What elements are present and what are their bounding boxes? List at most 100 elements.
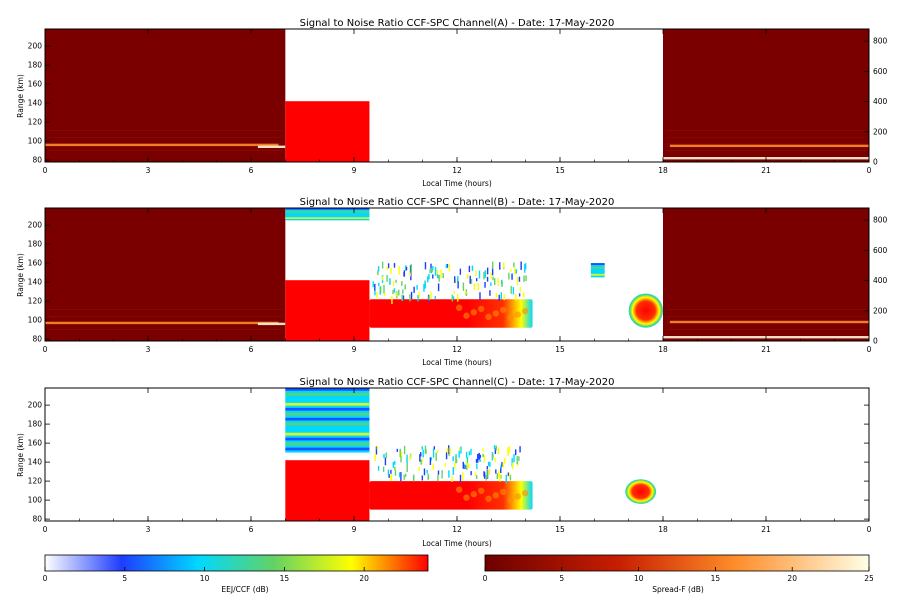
- ccf-echo: [384, 457, 387, 466]
- ccf-echo: [495, 445, 497, 451]
- ccf-echo: [491, 453, 494, 459]
- ccf-band: [369, 481, 533, 510]
- ccf-echo: [457, 281, 459, 289]
- ccf-echo: [484, 270, 487, 278]
- ccf-echo: [465, 459, 468, 466]
- ccf-echo: [477, 283, 479, 291]
- y-tick-label: 180: [28, 61, 43, 70]
- ccf-echo: [452, 296, 455, 300]
- ccf-echo: [401, 281, 403, 286]
- x-tick-label: 0: [867, 166, 872, 175]
- ccf-echo: [413, 474, 415, 482]
- ccf-echo: [468, 265, 471, 273]
- ccf-echo: [392, 461, 395, 468]
- ccf-echo: [510, 286, 512, 294]
- ccf-echo: [508, 473, 511, 478]
- ccf-echo: [393, 288, 396, 293]
- ccf-echo: [385, 452, 387, 459]
- x-tick-label: 0: [43, 525, 48, 534]
- ccf-band-spot: [507, 314, 514, 322]
- spread-f-block: [45, 208, 286, 341]
- ccf-echo: [524, 263, 526, 273]
- ccf-echo: [431, 268, 433, 273]
- ccf-echo: [507, 447, 509, 456]
- ccf-echo: [396, 448, 399, 452]
- ccf-echo: [432, 448, 435, 458]
- ccf-stripe: [285, 388, 370, 391]
- ccf-echo: [409, 454, 411, 461]
- ccf-echo: [429, 268, 431, 273]
- ccf-echo: [452, 456, 454, 462]
- ccf-echo: [479, 458, 481, 463]
- ccf-echo: [394, 466, 396, 471]
- ccf-echo: [400, 472, 402, 482]
- x-tick-label: 12: [452, 166, 462, 175]
- ccf-echo: [466, 273, 469, 279]
- ccf-echo: [403, 445, 406, 455]
- ccf-echo: [427, 276, 429, 283]
- ccf-stripe: [285, 447, 370, 451]
- ccf-echo: [413, 286, 415, 293]
- y-tick-label: 200: [28, 42, 43, 51]
- ccf-echo: [520, 261, 522, 270]
- ccf-band-spot: [521, 489, 529, 497]
- ccf-echo: [458, 450, 460, 458]
- ccf-echo: [497, 277, 499, 287]
- right-tick-label: 600: [873, 246, 888, 255]
- panel-a-ylabel: Range (km): [16, 74, 25, 118]
- ccf-echo: [406, 454, 408, 464]
- ccf-echo: [487, 461, 490, 467]
- ccf-echo: [394, 460, 396, 465]
- ccf-echo: [426, 469, 428, 474]
- ccf-echo: [489, 290, 491, 296]
- ccf-echo: [400, 453, 402, 463]
- ccf-echo: [435, 452, 437, 461]
- ccf-echo: [471, 265, 474, 271]
- ccf-echo: [519, 286, 522, 292]
- ccf-echo: [475, 474, 478, 480]
- right-tick-label: 800: [873, 216, 888, 225]
- ccf-echo: [516, 456, 518, 465]
- ccf-echo: [492, 276, 494, 281]
- ccf-echo: [485, 474, 487, 481]
- ccf-echo: [390, 473, 393, 480]
- ccf-echo: [476, 463, 478, 470]
- ccf-echo: [437, 283, 440, 292]
- ccf-echo: [501, 281, 503, 287]
- ccf-echo: [470, 471, 472, 476]
- ccf-echo: [514, 449, 517, 456]
- ccf-echo: [513, 262, 515, 268]
- x-tick-label: 21: [761, 345, 771, 354]
- right-tick-label: 0: [873, 337, 878, 346]
- ccf-echo: [448, 445, 450, 454]
- right-tick-label: 400: [873, 97, 888, 106]
- ccf-echo: [410, 264, 412, 273]
- spread-f-layer: [257, 322, 286, 326]
- x-tick-label: 6: [249, 525, 254, 534]
- ccf-region: [285, 460, 370, 521]
- ccf-echo: [403, 474, 405, 480]
- y-tick-label: 80: [32, 335, 42, 344]
- right-tick-label: 800: [873, 37, 888, 46]
- ccf-echo: [395, 292, 397, 297]
- ccf-echo: [495, 469, 497, 474]
- ccf-echo: [402, 289, 404, 294]
- ccf-echo: [434, 266, 437, 276]
- ccf-echo: [383, 453, 385, 459]
- spread-f-layer: [669, 144, 869, 148]
- ccf-echo: [420, 459, 422, 465]
- ccf-echo: [418, 291, 421, 298]
- colorbar-ccf: 0 5 10 15 20 EEJ/CCF (dB): [43, 554, 429, 594]
- ccf-echo: [403, 272, 405, 277]
- ccf-echo: [507, 472, 510, 477]
- ccf-echo: [502, 462, 504, 468]
- ccf-echo: [418, 467, 421, 472]
- spread-f-block: [663, 208, 869, 341]
- ccf-echo: [387, 263, 390, 269]
- ccf-echo: [436, 449, 439, 454]
- ccf-echo: [504, 457, 506, 464]
- ccf-echo: [378, 282, 380, 287]
- colorbar-ccf-ticks: 0 5 10 15 20: [43, 567, 369, 583]
- ccf-echo: [375, 446, 378, 455]
